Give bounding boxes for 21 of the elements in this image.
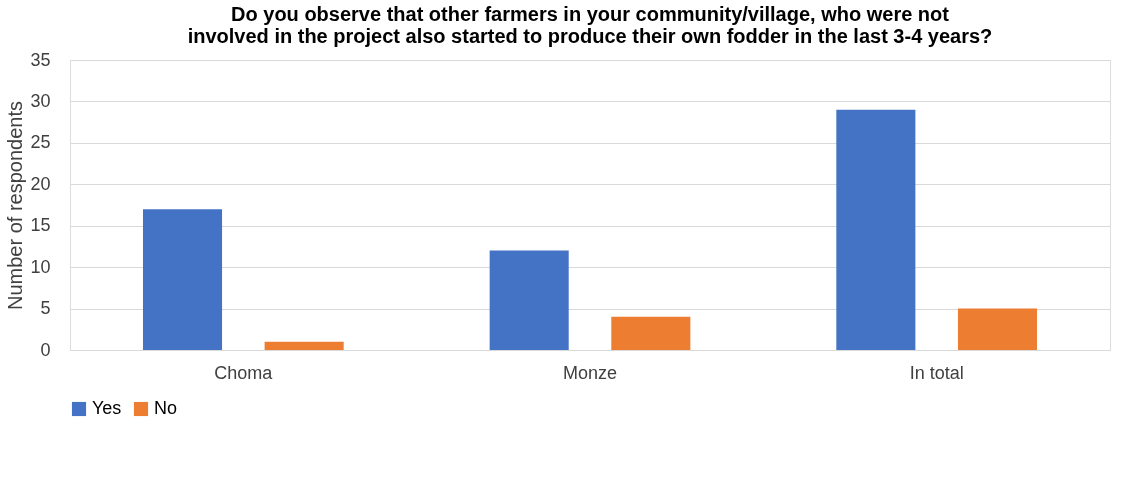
y-axis-title: Number of respondents xyxy=(4,100,27,311)
legend-label: Yes xyxy=(92,398,122,418)
y-tick-label: 15 xyxy=(30,215,51,236)
y-tick-label: 35 xyxy=(30,49,51,70)
y-tick-label: 30 xyxy=(30,90,51,111)
x-tick-label: Choma xyxy=(214,362,274,383)
legend-label: No xyxy=(154,398,178,418)
x-tick-label: Monze xyxy=(562,362,618,383)
y-tick-label: 25 xyxy=(30,132,51,153)
bar xyxy=(142,209,223,350)
bar xyxy=(264,341,344,350)
chart-title: Do you observe that other farmers in your community/village, who were not involved in the project also started to produce their own fodder in the last 3-4 years? xyxy=(187,3,993,47)
bar xyxy=(489,250,569,350)
bar xyxy=(836,109,916,350)
y-tick-label: 5 xyxy=(40,298,51,319)
y-tick-label: 20 xyxy=(30,173,51,194)
y-tick-label: 0 xyxy=(40,339,51,360)
bar xyxy=(611,316,691,350)
y-tick-label: 10 xyxy=(30,256,51,277)
x-tick-label: In total xyxy=(909,362,964,383)
bar xyxy=(957,308,1038,350)
